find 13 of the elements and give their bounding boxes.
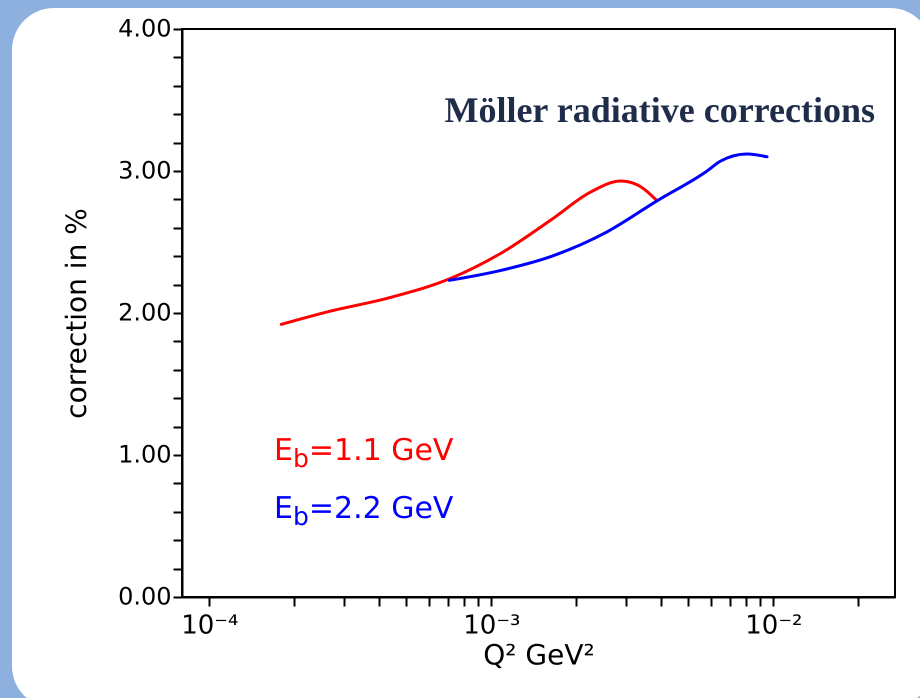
- x-tick-label: 10⁻⁴: [181, 610, 238, 640]
- text: E$_{b}$=1.1 GeV: [274, 432, 454, 475]
- y-tick-label: 0.00: [118, 582, 172, 610]
- x-axis-title: Q² GeV²: [483, 638, 595, 672]
- text: Möller radiative corrections: [444, 89, 875, 131]
- y-tick-label: 2.00: [118, 298, 172, 326]
- x-tick-label: 10⁻³: [463, 610, 520, 640]
- x-tick-label: 10⁻²: [745, 610, 802, 640]
- text: E$_{b}$=2.2 GeV: [274, 490, 454, 533]
- y-tick-label: 4.00: [118, 14, 172, 42]
- y-tick-label: 3.00: [118, 156, 172, 184]
- y-axis-title: correction in %: [60, 208, 94, 419]
- y-tick-label: 1.00: [118, 440, 172, 468]
